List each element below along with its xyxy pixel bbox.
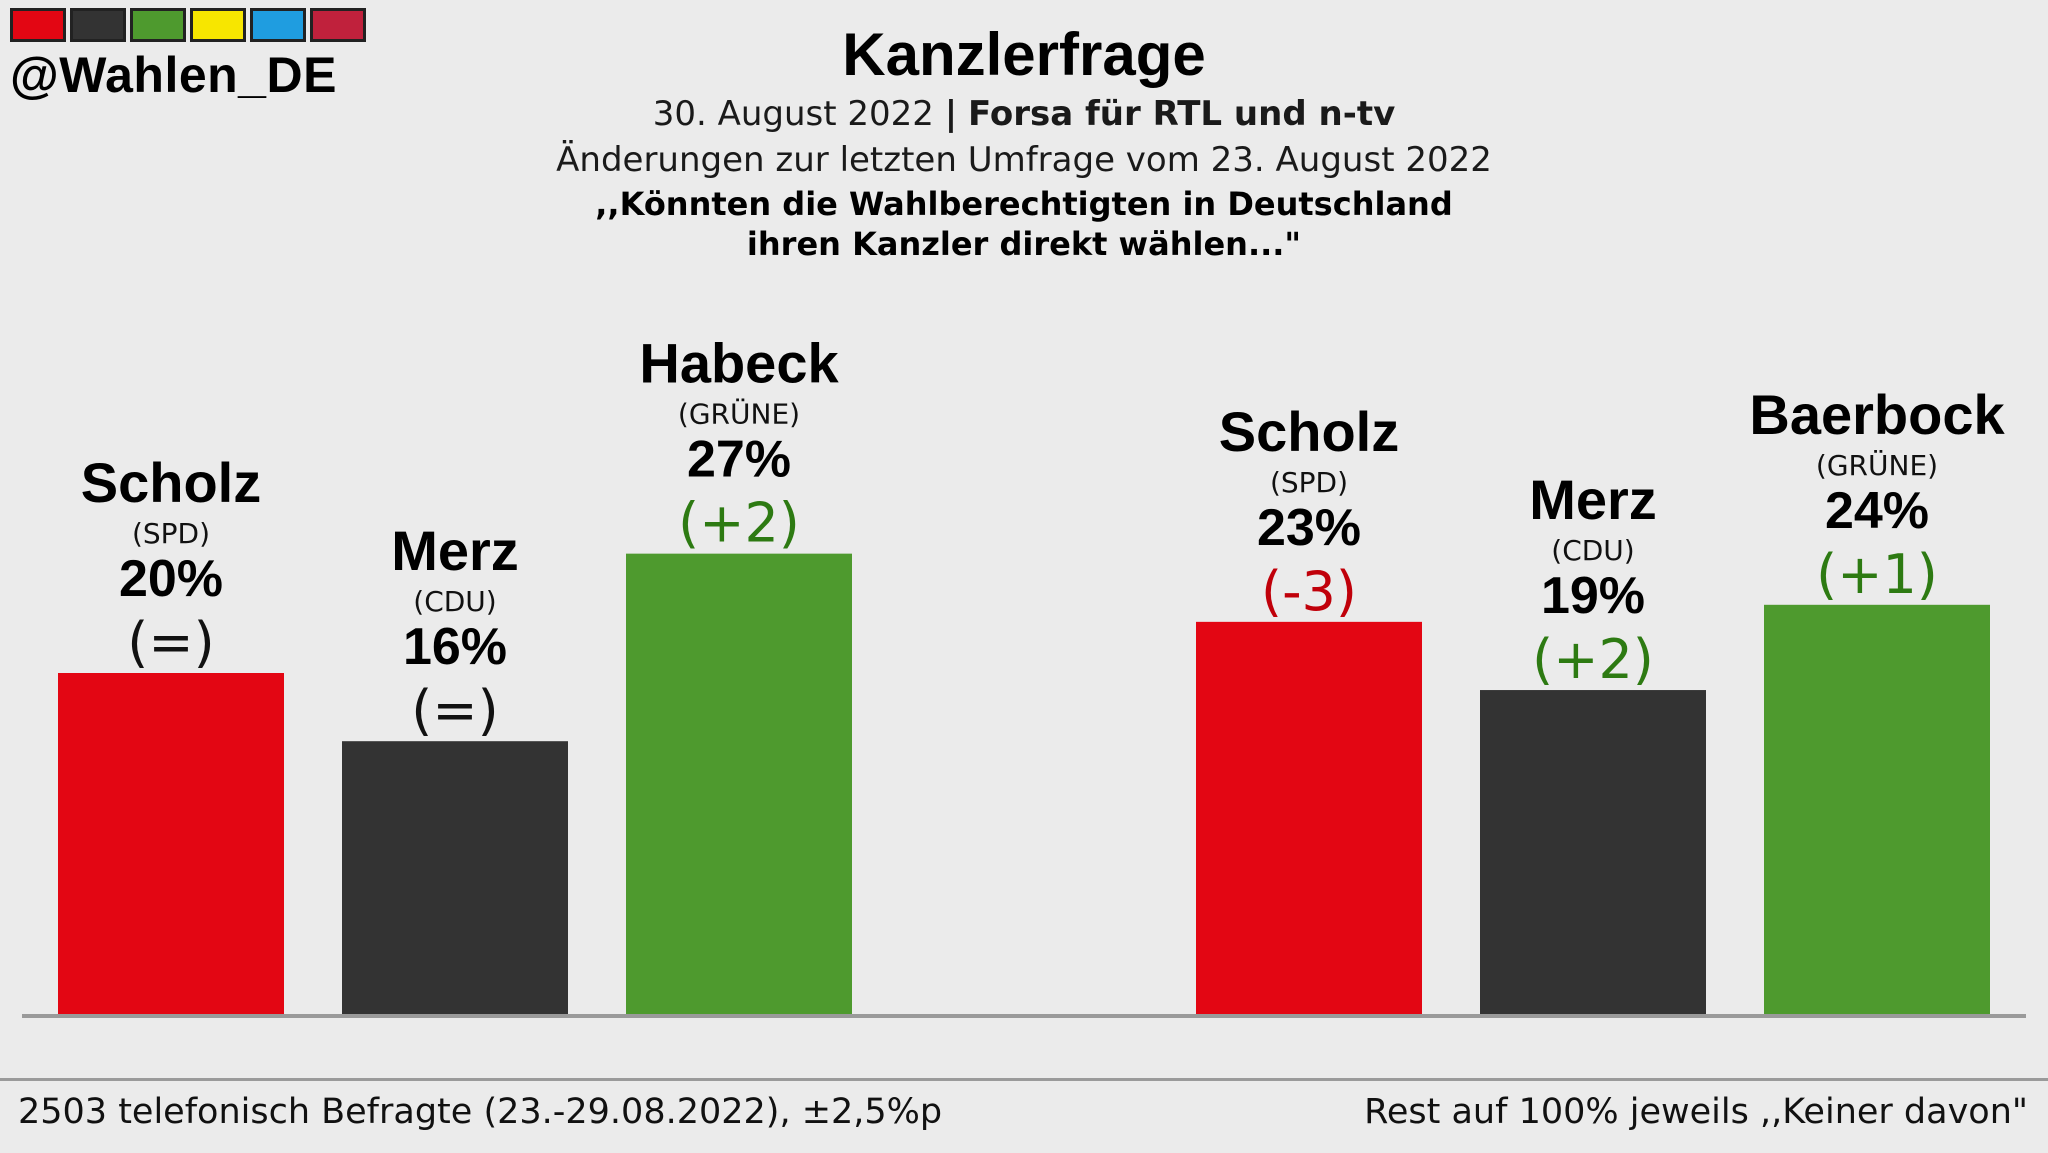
value-label: 16% — [403, 618, 507, 676]
party-label: (CDU) — [413, 585, 496, 618]
party-label: (GRÜNE) — [678, 397, 800, 431]
logo-swatch — [130, 8, 186, 42]
change-label: (=) — [411, 679, 498, 742]
value-label: 19% — [1541, 567, 1645, 625]
account-handle: @Wahlen_DE — [10, 47, 337, 103]
change-label: (+2) — [1532, 628, 1654, 691]
bar-merz — [1480, 690, 1706, 1014]
logo-swatch — [10, 8, 66, 42]
logo-swatch — [190, 8, 246, 42]
poll-date: 30. August 2022 — [652, 94, 934, 134]
footer-sample-info: 2503 telefonisch Befragte (23.-29.08.202… — [18, 1092, 943, 1132]
separator: | — [944, 94, 958, 134]
party-label: (CDU) — [1551, 534, 1634, 567]
candidate-label: Habeck — [639, 332, 839, 395]
value-label: 20% — [119, 550, 223, 608]
bar-baerbock — [1764, 604, 1990, 1014]
chart-title: Kanzlerfrage — [842, 21, 1206, 88]
candidate-label: Merz — [391, 519, 519, 582]
logo-swatch — [250, 8, 306, 42]
subtitle-date-source: 30. August 2022 | Forsa für RTL und n-tv — [0, 94, 2048, 134]
bar-scholz — [58, 673, 284, 1014]
candidate-label: Scholz — [1219, 400, 1399, 463]
change-label: (=) — [127, 611, 214, 674]
change-label: (+2) — [678, 492, 800, 555]
change-label: (-3) — [1261, 560, 1357, 623]
party-label: (SPD) — [1270, 466, 1348, 499]
candidate-label: Baerbock — [1749, 383, 2005, 446]
footer-divider — [0, 1078, 2048, 1081]
value-label: 24% — [1825, 482, 1929, 540]
bar-merz — [342, 741, 568, 1014]
question-line-2: ihren Kanzler direkt wählen..." — [746, 225, 1302, 263]
logo-swatch — [310, 8, 366, 42]
change-label: (+1) — [1816, 543, 1938, 606]
candidate-label: Merz — [1529, 468, 1657, 531]
party-label: (SPD) — [132, 517, 210, 550]
bar-habeck — [626, 553, 852, 1014]
logo-swatch — [70, 8, 126, 42]
changes-note: Änderungen zur letzten Umfrage vom 23. A… — [556, 140, 1492, 180]
party-label: (GRÜNE) — [1816, 448, 1938, 482]
poll-source: Forsa für RTL und n-tv — [967, 94, 1396, 134]
logo-color-strip — [10, 8, 370, 42]
question-line-1: ,,Könnten die Wahlberechtigten in Deutsc… — [595, 185, 1453, 223]
value-label: 23% — [1257, 499, 1361, 557]
bar-scholz — [1196, 621, 1422, 1014]
value-label: 27% — [687, 431, 791, 489]
footer-rest-note: Rest auf 100% jeweils ,,Keiner davon" — [1364, 1092, 2028, 1132]
candidate-label: Scholz — [81, 451, 261, 514]
